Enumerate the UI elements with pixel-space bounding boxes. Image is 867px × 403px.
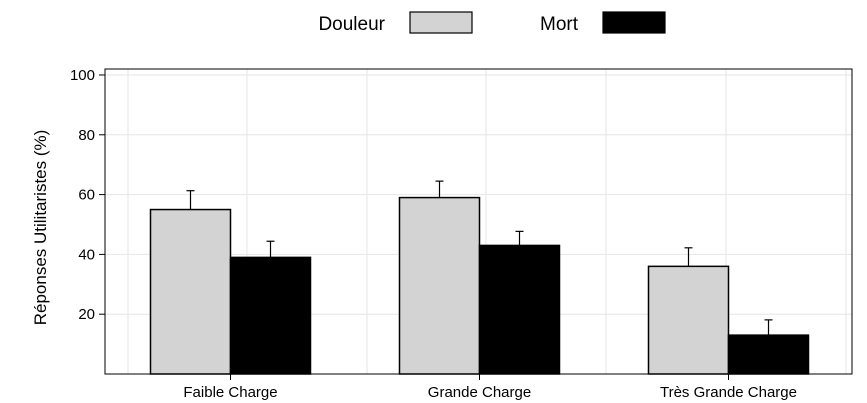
y-tick-label: 100 — [70, 67, 95, 84]
x-tick-label: Très Grande Charge — [660, 384, 797, 401]
error-bar-douleur-2 — [435, 180, 444, 198]
error-bar-mort-1 — [266, 240, 275, 258]
error-bar-mort-3 — [764, 319, 773, 336]
bars — [149, 196, 810, 375]
x-axis-ticks: Faible Charge Grande Charge Très Grande Ch… — [183, 374, 797, 401]
error-bar-douleur-3 — [684, 247, 693, 267]
error-bar-mort-2 — [515, 230, 524, 246]
legend-swatch — [602, 11, 666, 34]
y-tick-label: 80 — [78, 127, 95, 144]
y-tick-label: 60 — [78, 187, 95, 204]
error-bar-douleur-1 — [186, 190, 195, 210]
error-bars — [186, 180, 773, 336]
plot-frame — [104, 68, 853, 375]
legend-label: Mort — [540, 14, 579, 35]
legend-label: Douleur — [318, 14, 385, 35]
bar-mort-1 — [229, 256, 312, 375]
y-tick-label: 20 — [78, 306, 95, 323]
bar-douleur-3 — [647, 265, 730, 375]
y-axis-title: Réponses Utilitaristes (%) — [31, 130, 50, 326]
legend-item-douleur: Douleur — [318, 11, 473, 35]
bar-mort-2 — [478, 244, 561, 375]
legend-item-mort: Mort — [540, 11, 666, 35]
x-tick-label: Faible Charge — [183, 384, 277, 401]
bar-douleur-2 — [398, 196, 481, 375]
bar-douleur-1 — [149, 208, 232, 375]
legend-swatch — [409, 11, 473, 34]
legend: Douleur Mort — [318, 11, 666, 35]
y-axis-ticks: 20 40 60 80 100 — [70, 67, 105, 323]
bar-mort-3 — [727, 334, 810, 375]
x-tick-label: Grande Charge — [428, 384, 531, 401]
y-tick-label: 40 — [78, 246, 95, 263]
